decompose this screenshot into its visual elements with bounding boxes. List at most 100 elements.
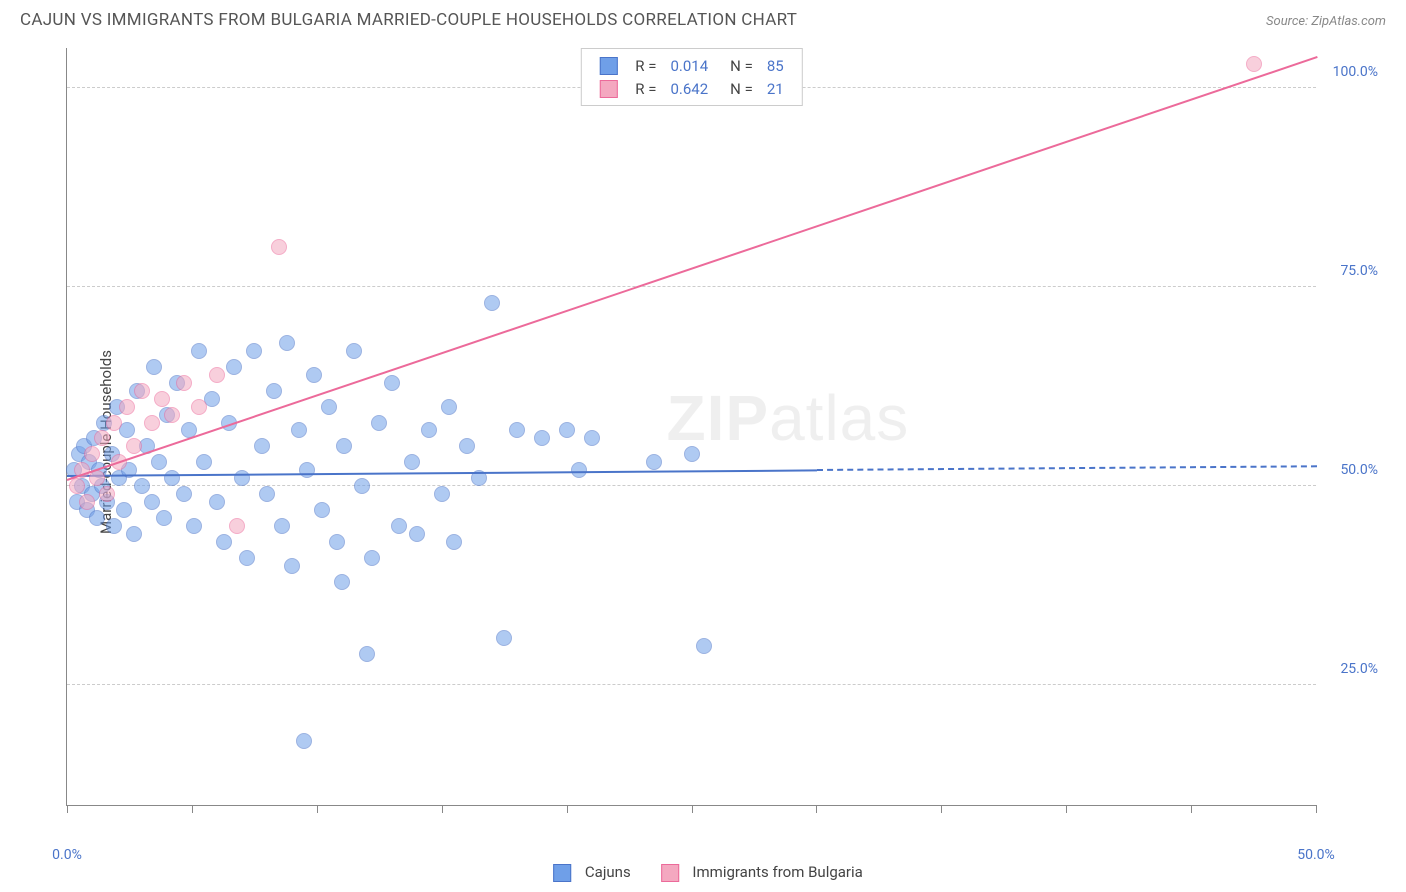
x-tick-label: 0.0% [52, 847, 82, 863]
x-tick [1066, 805, 1067, 813]
data-point [334, 574, 350, 590]
data-point [259, 486, 275, 502]
x-tick [567, 805, 568, 813]
legend-swatch [599, 57, 617, 75]
data-point [509, 422, 525, 438]
data-point [354, 478, 370, 494]
data-point [134, 383, 150, 399]
data-point [191, 399, 207, 415]
data-point [329, 534, 345, 550]
data-point [126, 526, 142, 542]
data-point [584, 430, 600, 446]
chart-area: Married-couple Households ZIPatlas R =0.… [20, 42, 1386, 842]
data-point [296, 733, 312, 749]
data-point [434, 486, 450, 502]
data-point [209, 367, 225, 383]
x-tick [317, 805, 318, 813]
legend-item: Immigrants from Bulgaria [651, 863, 863, 881]
data-point [321, 399, 337, 415]
data-point [239, 550, 255, 566]
data-point [696, 638, 712, 654]
data-point [421, 422, 437, 438]
data-point [191, 343, 207, 359]
data-point [391, 518, 407, 534]
data-point [106, 415, 122, 431]
data-point [359, 646, 375, 662]
watermark: ZIPatlas [667, 381, 910, 455]
data-point [94, 430, 110, 446]
data-point [99, 486, 115, 502]
trend-line [67, 56, 1318, 481]
x-tick [816, 805, 817, 813]
data-point [336, 438, 352, 454]
chart-source: Source: ZipAtlas.com [1266, 14, 1386, 29]
data-point [79, 494, 95, 510]
gridline-h [67, 485, 1316, 486]
data-point [69, 478, 85, 494]
data-point [441, 399, 457, 415]
data-point [119, 399, 135, 415]
y-tick-label: 100.0% [1333, 64, 1378, 80]
data-point [1246, 56, 1262, 72]
data-point [684, 446, 700, 462]
data-point [254, 438, 270, 454]
x-tick [1316, 805, 1317, 813]
x-tick [941, 805, 942, 813]
data-point [154, 391, 170, 407]
data-point [459, 438, 475, 454]
data-point [384, 375, 400, 391]
legend-row: R =0.014N =85 [593, 55, 789, 76]
data-point [279, 335, 295, 351]
x-tick [692, 805, 693, 813]
data-point [306, 367, 322, 383]
data-point [534, 430, 550, 446]
data-point [216, 534, 232, 550]
chart-title: CAJUN VS IMMIGRANTS FROM BULGARIA MARRIE… [20, 10, 797, 30]
data-point [446, 534, 462, 550]
data-point [164, 470, 180, 486]
x-tick [192, 805, 193, 813]
legend-swatch [553, 864, 571, 882]
data-point [209, 494, 225, 510]
legend-swatch [661, 864, 679, 882]
data-point [409, 526, 425, 542]
legend-row: R =0.642N =21 [593, 78, 789, 99]
data-point [266, 383, 282, 399]
data-point [314, 502, 330, 518]
data-point [106, 518, 122, 534]
x-tick [67, 805, 68, 813]
trend-line [67, 469, 817, 477]
data-point [364, 550, 380, 566]
data-point [404, 454, 420, 470]
data-point [271, 239, 287, 255]
data-point [484, 295, 500, 311]
data-point [146, 359, 162, 375]
correlation-legend: R =0.014N =85R =0.642N =21 [580, 48, 802, 106]
chart-header: CAJUN VS IMMIGRANTS FROM BULGARIA MARRIE… [0, 0, 1406, 36]
legend-swatch [599, 80, 617, 98]
data-point [176, 486, 192, 502]
plot-region: ZIPatlas R =0.014N =85R =0.642N =21 25.0… [66, 48, 1316, 806]
data-point [496, 630, 512, 646]
data-point [646, 454, 662, 470]
data-point [126, 438, 142, 454]
data-point [284, 558, 300, 574]
data-point [144, 494, 160, 510]
data-point [144, 415, 160, 431]
x-tick [442, 805, 443, 813]
data-point [274, 518, 290, 534]
gridline-h [67, 286, 1316, 287]
y-tick-label: 25.0% [1340, 661, 1378, 677]
x-tick [1191, 805, 1192, 813]
gridline-h [67, 684, 1316, 685]
data-point [246, 343, 262, 359]
data-point [291, 422, 307, 438]
data-point [559, 422, 575, 438]
data-point [151, 454, 167, 470]
y-tick-label: 50.0% [1340, 462, 1378, 478]
data-point [346, 343, 362, 359]
data-point [196, 454, 212, 470]
data-point [226, 359, 242, 375]
trend-line-dashed [817, 466, 1317, 472]
data-point [89, 510, 105, 526]
